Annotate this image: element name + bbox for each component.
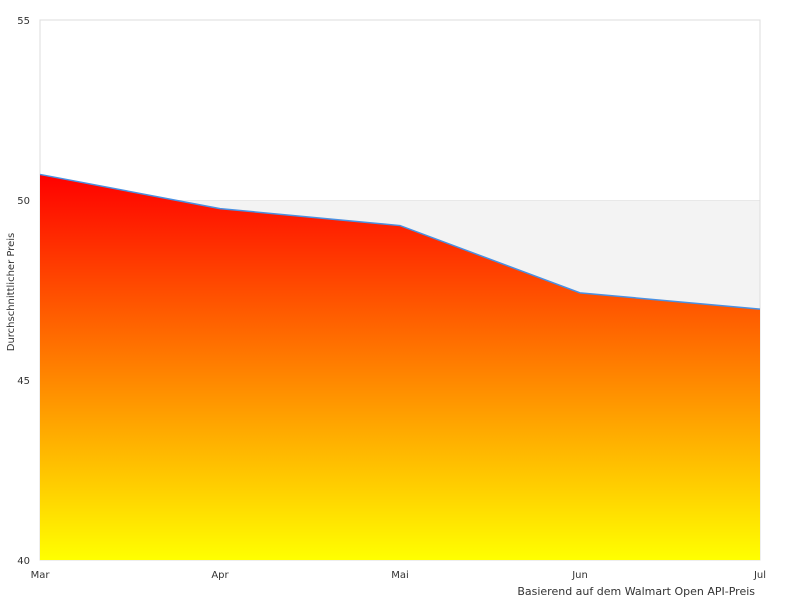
x-tick-label: Mar (31, 570, 51, 581)
x-tick-label: Jun (571, 570, 588, 581)
x-tick-label: Jul (753, 570, 766, 581)
y-tick-label: 45 (17, 376, 30, 387)
area-fill (40, 174, 760, 560)
y-tick-label: 55 (17, 16, 30, 27)
grid-band (40, 20, 760, 200)
x-tick-label: Mai (391, 570, 409, 581)
y-tick-label: 40 (17, 556, 30, 567)
y-tick-label: 50 (17, 196, 30, 207)
y-axis-label: Durchschnittlicher Preis (6, 233, 17, 352)
series-line (39, 173, 761, 310)
chart-credit: Basierend auf dem Walmart Open API-Preis (517, 585, 755, 598)
x-tick-label: Apr (211, 570, 229, 581)
